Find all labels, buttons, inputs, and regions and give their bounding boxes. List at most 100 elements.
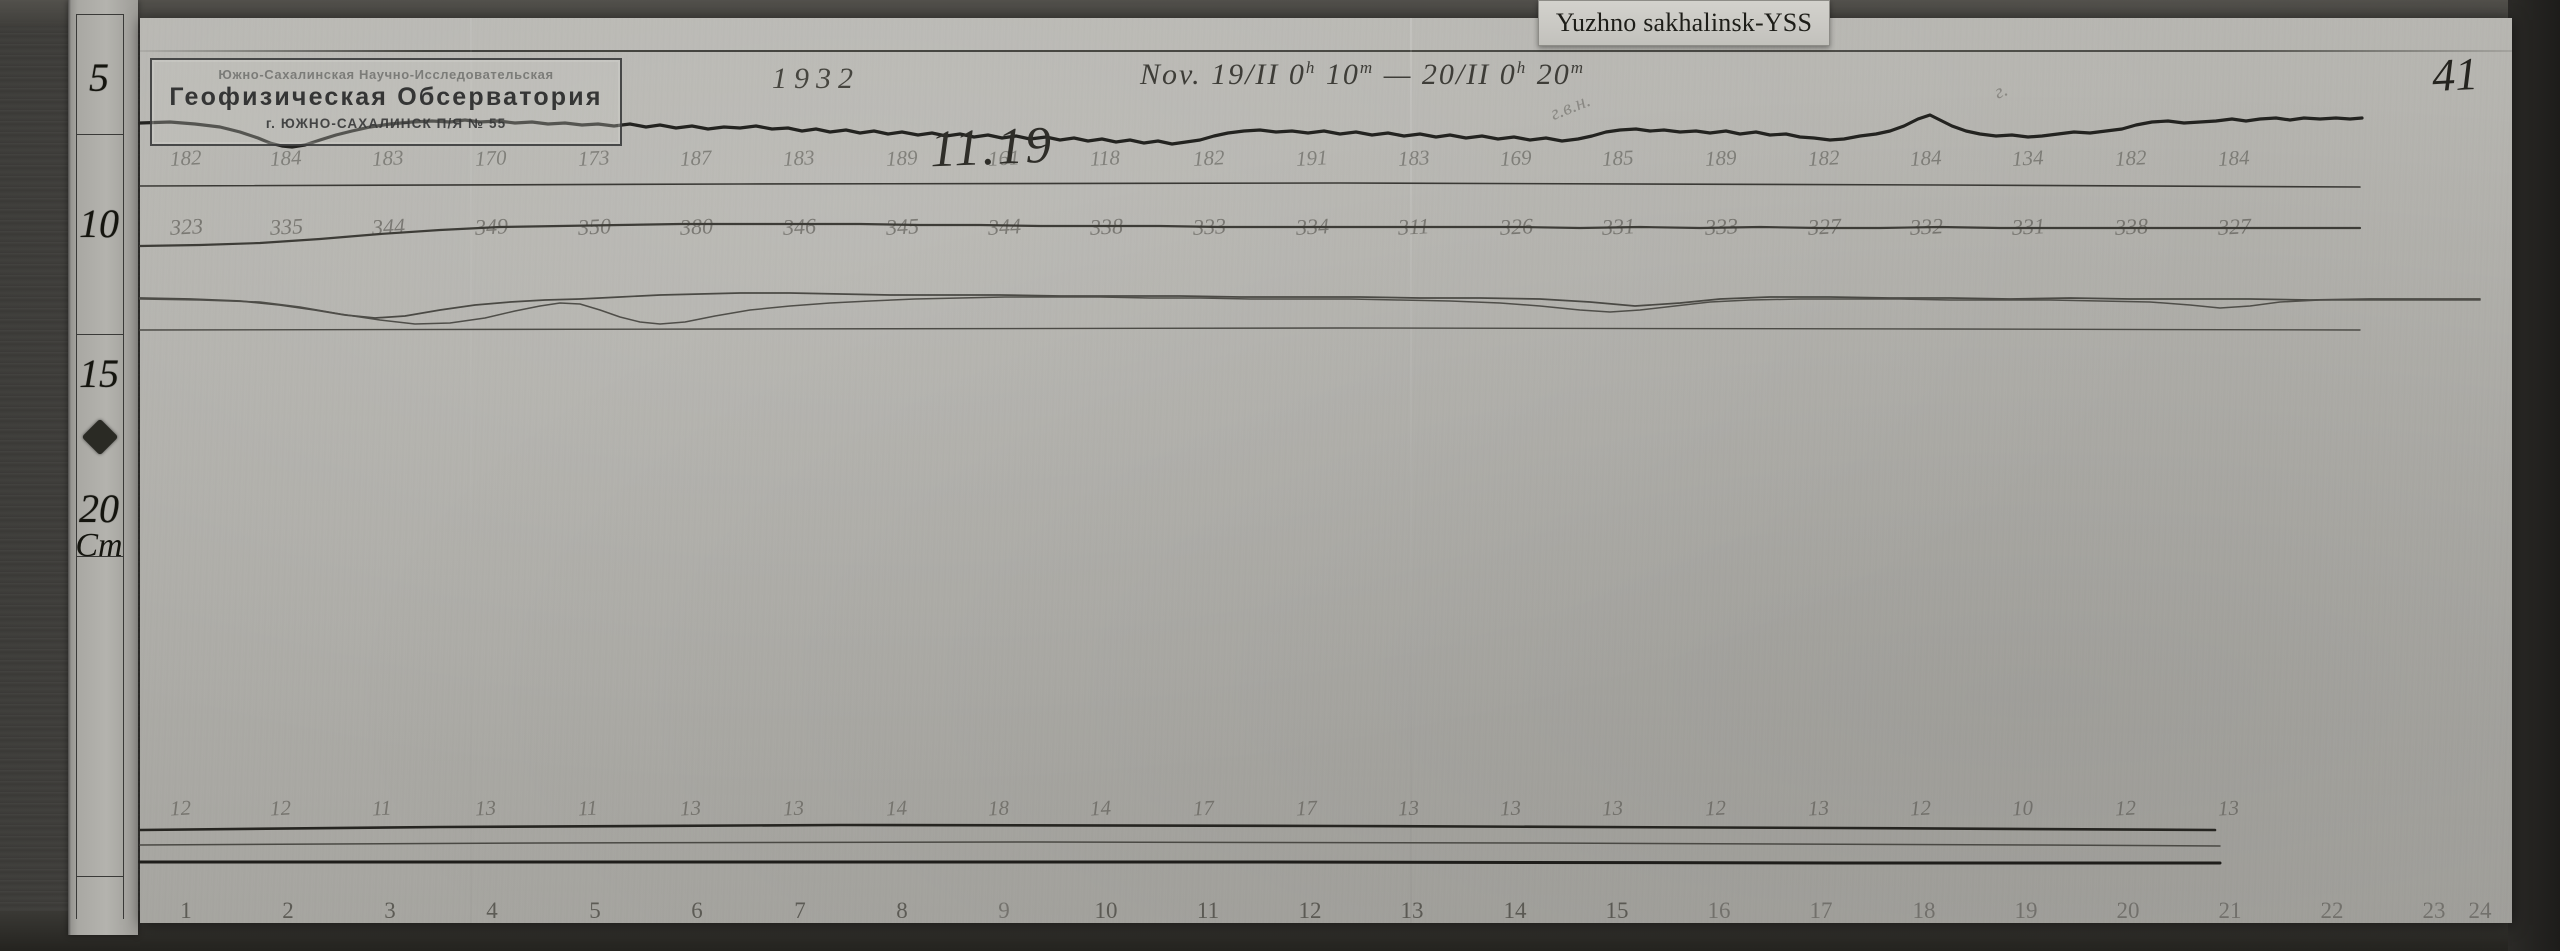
trace-time-baseline-2 xyxy=(139,841,2221,847)
reading-value: 183 xyxy=(371,145,405,171)
time-span-sup-m1: m xyxy=(1359,58,1375,77)
reading-value: 173 xyxy=(577,145,611,171)
reading-value: 182 xyxy=(1192,145,1226,171)
reading-value: 184 xyxy=(269,145,303,171)
hour-label: 16 xyxy=(1707,898,1731,923)
hour-label: 4 xyxy=(486,898,498,923)
observatory-stamp: Южно-Сахалинская Научно-Исследовательска… xyxy=(150,58,622,146)
ruler-label-10: 10 xyxy=(79,201,119,246)
reading-value: 12 xyxy=(269,795,292,821)
reading-value: 323 xyxy=(169,213,204,240)
reading-value: 187 xyxy=(679,145,713,171)
paper-fold-crease-2 xyxy=(470,18,472,923)
reading-value: 184 xyxy=(2217,145,2251,171)
magnetogram-sheet: 182 184 183 170 173 187 183 189 161 118 … xyxy=(138,18,2512,923)
hour-label: 17 xyxy=(1809,898,1833,923)
diamond-marker-icon xyxy=(81,418,119,456)
trace-lower-baseline xyxy=(139,327,2361,331)
trace-vertical-intensity-a xyxy=(139,292,2481,319)
reading-value: 344 xyxy=(987,213,1022,240)
reading-value: 170 xyxy=(474,145,508,171)
stamp-line-3: г. ЮЖНО-САХАЛИНСК П/Я № 55 xyxy=(265,116,507,131)
reading-value: 17 xyxy=(1192,795,1215,821)
reading-value: 191 xyxy=(1295,145,1329,171)
ruler-left-shadow xyxy=(68,0,71,935)
hour-label: 5 xyxy=(589,898,601,923)
reading-value: 13 xyxy=(1397,795,1420,821)
reading-value: 10 xyxy=(2011,795,2034,821)
reading-value: 183 xyxy=(1397,145,1431,171)
reading-value: 346 xyxy=(782,213,817,240)
hour-label: 19 xyxy=(2014,898,2038,923)
time-span-sup-m2: m xyxy=(1570,58,1585,77)
site-tag-label: Yuzhno sakhalinsk-YSS xyxy=(1555,8,1813,37)
reading-value: 11 xyxy=(371,795,393,821)
reading-value: 14 xyxy=(1089,795,1112,821)
time-span-sup-h2: h xyxy=(1516,58,1528,77)
ruler-tick-20 xyxy=(77,876,123,877)
reading-value: 345 xyxy=(885,213,920,240)
reading-value: 13 xyxy=(782,795,805,821)
trace-time-baseline-1 xyxy=(138,823,2217,832)
ruler-tick-0 xyxy=(77,14,123,15)
hour-label: 21 xyxy=(2218,898,2242,923)
reading-value: 182 xyxy=(2114,145,2148,171)
reading-value: 331 xyxy=(1601,213,1636,240)
trace-vertical-intensity-b xyxy=(139,296,2481,325)
stamp-line-1: Южно-Сахалинская Научно-Исследовательска… xyxy=(218,67,554,82)
trace-horizontal-intensity xyxy=(138,222,2362,248)
reading-value: 189 xyxy=(885,145,919,171)
ruler-scale-body xyxy=(76,14,124,919)
reading-value: 12 xyxy=(2114,795,2137,821)
hour-label: 20 xyxy=(2116,898,2140,923)
reading-value: 13 xyxy=(2217,795,2240,821)
reading-value: 184 xyxy=(1909,145,1943,171)
reading-value: 183 xyxy=(782,145,816,171)
sheet-top-rule xyxy=(140,50,2512,52)
reading-value: 14 xyxy=(885,795,908,821)
hour-label: 10 xyxy=(1094,898,1118,923)
time-span-mid: 10 xyxy=(1316,58,1360,91)
reading-value: 11 xyxy=(577,795,599,821)
reading-value: 12 xyxy=(169,795,192,821)
hour-label: 13 xyxy=(1400,898,1424,923)
reading-value: 13 xyxy=(1807,795,1830,821)
hour-label: 22 xyxy=(2320,898,2344,923)
trace-upper-baseline xyxy=(139,182,2361,188)
reading-value: 18 xyxy=(987,795,1010,821)
reading-value: 349 xyxy=(474,213,509,240)
ruler-label-15: 15 xyxy=(79,351,119,396)
trace-time-baseline-3 xyxy=(138,860,2222,865)
hour-label: 2 xyxy=(282,898,294,923)
reading-value: 338 xyxy=(1089,213,1124,240)
reading-value: 333 xyxy=(1192,213,1227,240)
wood-desk-right-edge xyxy=(2508,0,2560,951)
reading-value: 331 xyxy=(2011,213,2046,240)
reading-value: 182 xyxy=(1807,145,1841,171)
hour-label: 24 xyxy=(2468,898,2492,923)
paper-grain-texture xyxy=(140,18,2512,923)
hour-label: 6 xyxy=(691,898,703,923)
hour-label: 7 xyxy=(794,898,806,923)
hour-label: 15 xyxy=(1605,898,1629,923)
handwritten-year: 1932 xyxy=(772,62,860,95)
reading-value: 185 xyxy=(1601,145,1635,171)
reading-value: 182 xyxy=(169,145,203,171)
reading-value: 13 xyxy=(679,795,702,821)
hour-label: 14 xyxy=(1503,898,1527,923)
reading-value: 344 xyxy=(371,213,406,240)
hour-label: 3 xyxy=(384,898,396,923)
stamp-line-2: Геофизическая Обсерватория xyxy=(169,83,603,111)
time-span-text: Nov. 19/II 0 xyxy=(1140,58,1306,91)
trace-declination xyxy=(138,113,2364,149)
time-span-end: 20 xyxy=(1527,58,1571,91)
reading-value: 327 xyxy=(2217,213,2252,240)
readings-row-horizontal: 323 335 344 349 350 380 346 345 344 338 … xyxy=(140,213,2512,246)
handwritten-page-number: 41 xyxy=(2430,47,2480,102)
reading-value: 13 xyxy=(474,795,497,821)
time-span-dash: — 20/II 0 xyxy=(1374,58,1517,91)
reading-value: 326 xyxy=(1499,213,1534,240)
reading-value: 17 xyxy=(1295,795,1318,821)
ruler-tick-5 xyxy=(77,134,123,135)
